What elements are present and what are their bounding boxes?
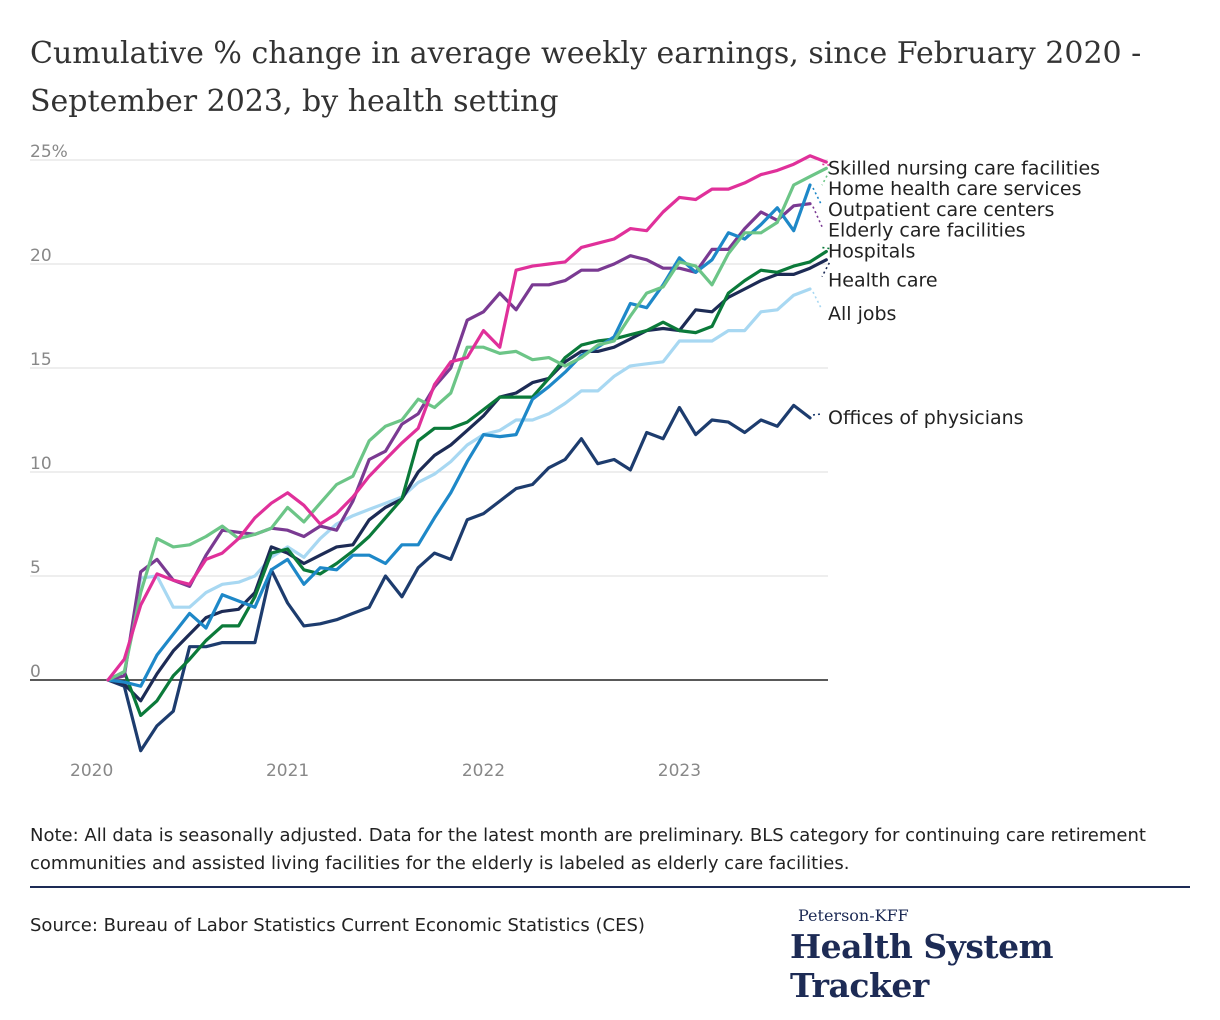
label-leader bbox=[812, 413, 823, 416]
series-label: Health care bbox=[828, 270, 938, 292]
y-tick-label: 10 bbox=[30, 454, 52, 474]
label-leader bbox=[821, 246, 830, 250]
chart-title: Cumulative % change in average weekly ea… bbox=[30, 36, 1142, 119]
series-line-outpatient-care-centers bbox=[106, 183, 812, 688]
gridlines bbox=[30, 159, 828, 681]
series-label: Skilled nursing care facilities bbox=[828, 157, 1100, 179]
brand-top-text: Peterson-KFF bbox=[798, 906, 909, 925]
chart-source: Source: Bureau of Labor Statistics Curre… bbox=[30, 915, 645, 936]
x-tick-label: 2022 bbox=[462, 761, 505, 781]
series-line-home-health-care-services bbox=[106, 166, 828, 682]
series-label: Elderly care facilities bbox=[828, 220, 1026, 242]
series-line-hospitals bbox=[106, 249, 828, 717]
series-labels: Offices of physicians All jobs Health care… bbox=[812, 157, 1100, 429]
label-leader bbox=[821, 163, 830, 166]
y-tick-label: 15 bbox=[30, 350, 52, 370]
x-tick-label: 2021 bbox=[266, 761, 309, 781]
series-line-skilled-nursing-care-facilities bbox=[106, 154, 828, 682]
chart-note: Note: All data is seasonally adjusted. D… bbox=[30, 825, 1146, 874]
series-line-all-jobs bbox=[106, 287, 812, 682]
x-axis-ticks: 2020 2021 2022 2023 bbox=[70, 761, 701, 781]
brand-logo[interactable]: Peterson-KFF Health System Tracker bbox=[790, 906, 1190, 1005]
series-label: Outpatient care centers bbox=[828, 199, 1054, 221]
y-axis-ticks: 25% 20 15 10 5 0 bbox=[30, 142, 68, 682]
label-leader bbox=[812, 291, 823, 311]
series-lines bbox=[106, 154, 828, 753]
series-label: Offices of physicians bbox=[828, 407, 1024, 429]
x-tick-label: 2023 bbox=[658, 761, 701, 781]
y-tick-label: 0 bbox=[30, 662, 41, 682]
line-chart: 25% 20 15 10 5 0 2020 2021 2022 2023 Offices of … bbox=[30, 142, 1100, 781]
series-label: All jobs bbox=[828, 303, 896, 325]
divider bbox=[30, 886, 1190, 888]
series-line-offices-of-physicians bbox=[106, 403, 812, 753]
series-label: Hospitals bbox=[828, 241, 915, 263]
series-line-health-care bbox=[106, 258, 828, 703]
brand-main-text: Health System Tracker bbox=[790, 927, 1054, 1005]
label-leader bbox=[812, 187, 823, 207]
y-tick-label: 20 bbox=[30, 246, 52, 266]
y-tick-label: 5 bbox=[30, 558, 41, 578]
x-tick-label: 2020 bbox=[70, 761, 113, 781]
label-leader bbox=[812, 206, 823, 228]
series-label: Home health care services bbox=[828, 178, 1082, 200]
y-tick-label: 25% bbox=[30, 142, 68, 162]
